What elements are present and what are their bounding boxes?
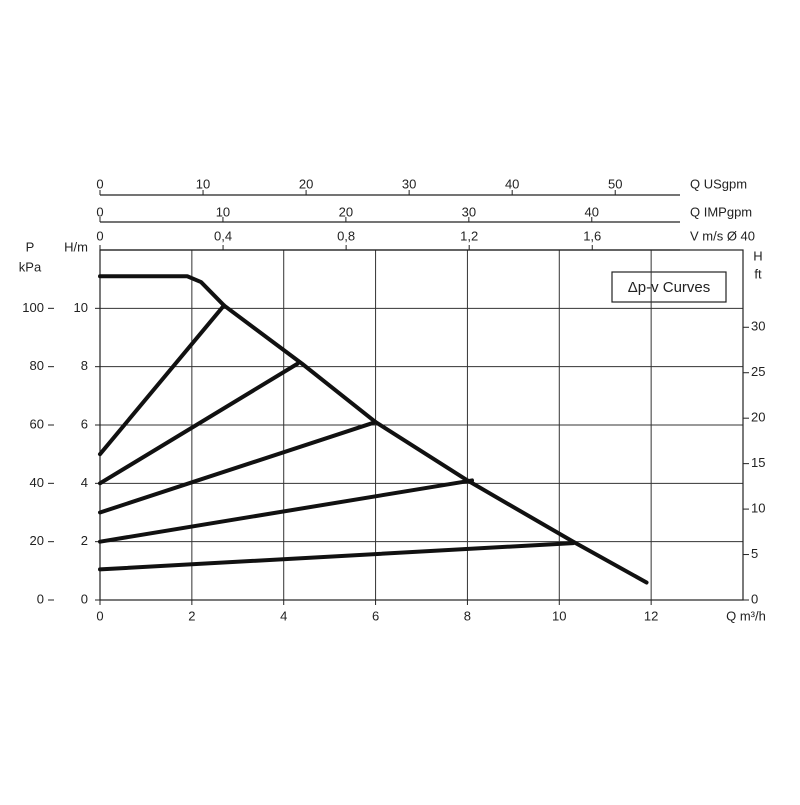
y-tick-label: 6 (81, 416, 88, 431)
x-tick-label: 6 (372, 608, 379, 623)
top-axis-tick-label: 40 (585, 204, 599, 219)
top-axis-tick-label: 20 (339, 204, 353, 219)
x-tick-label: 2 (188, 608, 195, 623)
pressure-tick-label: 100 (22, 300, 44, 315)
top-axis-tick-label: 1,6 (583, 228, 601, 243)
x-tick-label: 0 (96, 608, 103, 623)
top-axis-tick-label: 0,8 (337, 228, 355, 243)
x-tick-label: 10 (552, 608, 566, 623)
y2-tick-label: 0 (751, 591, 758, 606)
pressure-tick-label: 40 (30, 475, 44, 490)
y2-axis-unit: ft (754, 266, 762, 281)
top-axis-tick-label: 10 (196, 176, 210, 191)
y2-axis-label: H (753, 248, 762, 263)
top-axis-tick-label: 0,4 (214, 228, 232, 243)
x-tick-label: 8 (464, 608, 471, 623)
curve (98, 420, 378, 515)
top-axis-tick-label: 30 (462, 204, 476, 219)
top-axis-tick-label: 10 (216, 204, 230, 219)
y2-tick-label: 30 (751, 319, 765, 334)
top-axis-label: Q USgpm (690, 176, 747, 191)
annotation-box (611, 271, 727, 303)
y2-tick-label: 25 (751, 364, 765, 379)
top-axis-tick-label: 0 (96, 176, 103, 191)
annotation: Δp-v Curves (628, 279, 711, 296)
pressure-axis-unit: kPa (19, 259, 42, 274)
y-tick-label: 8 (81, 358, 88, 373)
top-axis-label: V m/s Ø 40 (690, 228, 755, 243)
top-axis-tick-label: 0 (96, 228, 103, 243)
y2-tick-label: 15 (751, 455, 765, 470)
pressure-tick-label: 20 (30, 533, 44, 548)
y-tick-label: 2 (81, 533, 88, 548)
top-axis-tick-label: 0 (96, 204, 103, 219)
pressure-axis-label: P (26, 239, 35, 254)
top-axis-tick-label: 1,2 (460, 228, 478, 243)
curve (98, 478, 475, 544)
top-axis-label: Q IMPgpm (690, 204, 752, 219)
curve (98, 303, 227, 457)
x-axis-label: Q m³/h (726, 608, 766, 623)
top-axis-tick-label: 20 (299, 176, 313, 191)
pressure-tick-label: 80 (30, 358, 44, 373)
pressure-tick-label: 0 (37, 591, 44, 606)
curve (98, 361, 300, 486)
y2-tick-label: 20 (751, 410, 765, 425)
pressure-tick-label: 60 (30, 416, 44, 431)
top-axis-tick-label: 30 (402, 176, 416, 191)
y-axis-label: H/m (64, 239, 88, 254)
y-tick-label: 0 (81, 591, 88, 606)
x-tick-label: 12 (644, 608, 658, 623)
y-tick-label: 4 (81, 475, 88, 490)
curve (98, 274, 649, 585)
top-axis-tick-label: 40 (505, 176, 519, 191)
curve (98, 541, 576, 572)
y2-tick-label: 10 (751, 501, 765, 516)
top-axis-tick-label: 50 (608, 176, 622, 191)
y2-tick-label: 5 (751, 546, 758, 561)
y-tick-label: 10 (74, 300, 88, 315)
x-tick-label: 4 (280, 608, 287, 623)
